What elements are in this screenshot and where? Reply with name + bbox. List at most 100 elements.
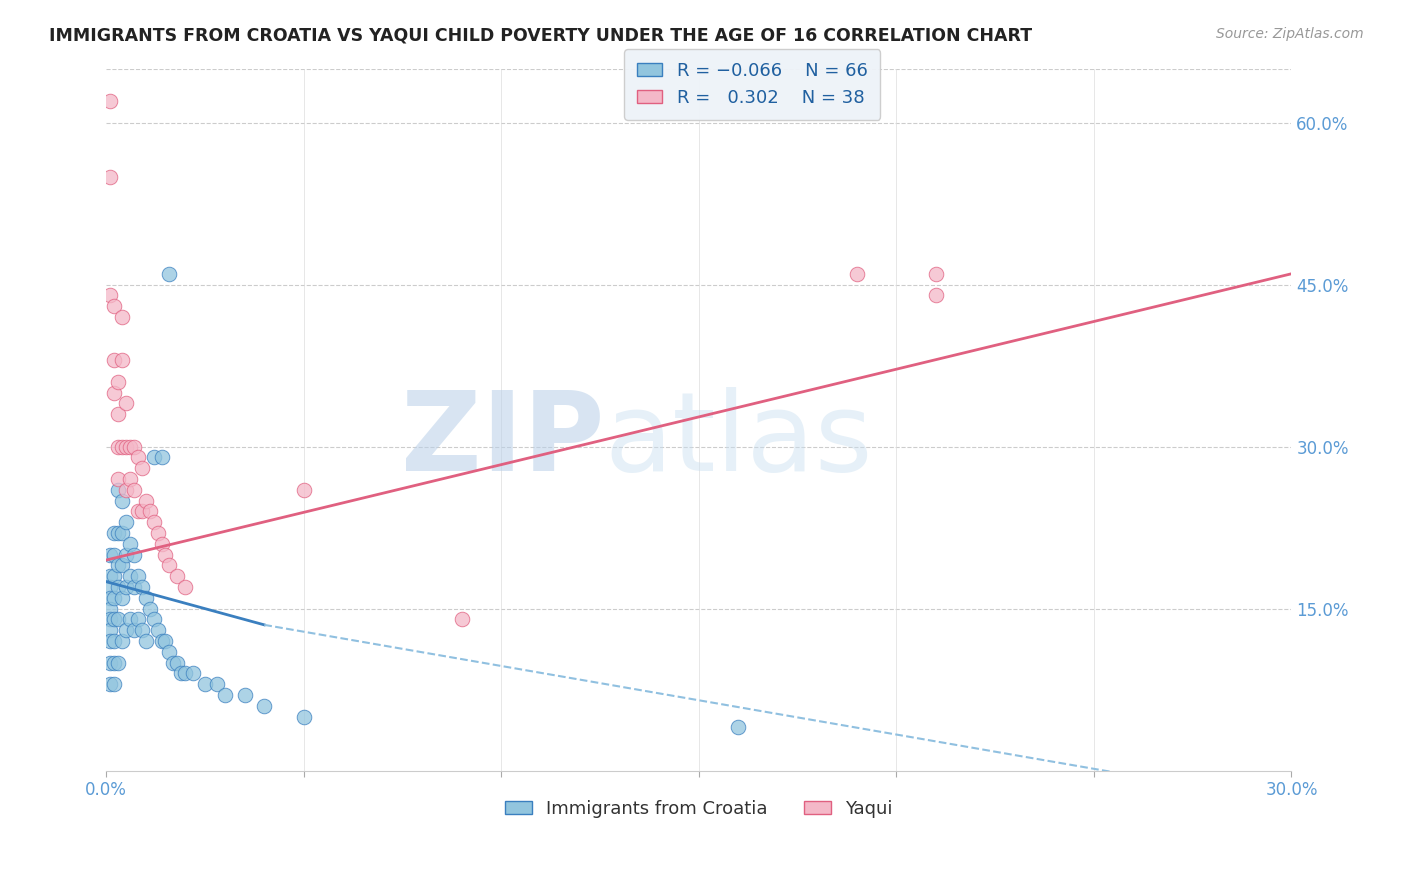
Point	[103, 353, 125, 368]
Point	[159, 267, 181, 281]
Point	[103, 548, 125, 562]
Point	[103, 677, 125, 691]
Point	[450, 612, 472, 626]
Point	[122, 548, 145, 562]
Point	[115, 483, 138, 497]
Point	[103, 656, 125, 670]
Point	[115, 440, 138, 454]
Point	[131, 504, 153, 518]
Point	[107, 375, 129, 389]
Point	[98, 601, 121, 615]
Point	[292, 709, 315, 723]
Point	[103, 591, 125, 605]
Point	[925, 288, 948, 302]
Text: IMMIGRANTS FROM CROATIA VS YAQUI CHILD POVERTY UNDER THE AGE OF 16 CORRELATION C: IMMIGRANTS FROM CROATIA VS YAQUI CHILD P…	[49, 27, 1032, 45]
Point	[107, 440, 129, 454]
Point	[135, 634, 157, 648]
Point	[122, 483, 145, 497]
Point	[138, 601, 160, 615]
Text: ZIP: ZIP	[401, 387, 605, 494]
Point	[155, 634, 177, 648]
Point	[159, 558, 181, 573]
Point	[150, 450, 173, 465]
Text: atlas: atlas	[605, 387, 873, 494]
Point	[292, 483, 315, 497]
Point	[146, 526, 169, 541]
Point	[98, 288, 121, 302]
Point	[115, 624, 138, 638]
Point	[107, 526, 129, 541]
Point	[135, 493, 157, 508]
Point	[146, 624, 169, 638]
Point	[127, 569, 149, 583]
Point	[107, 407, 129, 421]
Point	[118, 569, 141, 583]
Point	[103, 634, 125, 648]
Point	[103, 299, 125, 313]
Point	[98, 580, 121, 594]
Point	[127, 504, 149, 518]
Point	[98, 677, 121, 691]
Point	[253, 698, 276, 713]
Legend: Immigrants from Croatia, Yaqui: Immigrants from Croatia, Yaqui	[498, 792, 900, 825]
Point	[155, 548, 177, 562]
Point	[115, 396, 138, 410]
Text: Source: ZipAtlas.com: Source: ZipAtlas.com	[1216, 27, 1364, 41]
Point	[103, 385, 125, 400]
Point	[107, 612, 129, 626]
Point	[131, 624, 153, 638]
Point	[118, 472, 141, 486]
Point	[111, 440, 134, 454]
Point	[115, 580, 138, 594]
Point	[98, 591, 121, 605]
Point	[98, 94, 121, 108]
Point	[107, 656, 129, 670]
Point	[181, 666, 204, 681]
Point	[174, 580, 197, 594]
Point	[111, 353, 134, 368]
Point	[127, 612, 149, 626]
Point	[98, 634, 121, 648]
Point	[98, 656, 121, 670]
Point	[135, 591, 157, 605]
Point	[727, 721, 749, 735]
Point	[98, 548, 121, 562]
Point	[166, 656, 188, 670]
Point	[162, 656, 184, 670]
Point	[111, 558, 134, 573]
Point	[107, 558, 129, 573]
Point	[111, 526, 134, 541]
Point	[174, 666, 197, 681]
Point	[122, 580, 145, 594]
Point	[107, 472, 129, 486]
Point	[194, 677, 217, 691]
Point	[170, 666, 193, 681]
Point	[98, 169, 121, 184]
Point	[150, 537, 173, 551]
Point	[214, 688, 236, 702]
Point	[107, 580, 129, 594]
Point	[142, 515, 165, 529]
Point	[122, 440, 145, 454]
Point	[142, 450, 165, 465]
Point	[103, 569, 125, 583]
Point	[925, 267, 948, 281]
Point	[115, 548, 138, 562]
Point	[118, 440, 141, 454]
Point	[103, 526, 125, 541]
Point	[138, 504, 160, 518]
Point	[111, 493, 134, 508]
Point	[131, 461, 153, 475]
Point	[111, 591, 134, 605]
Point	[159, 645, 181, 659]
Point	[122, 624, 145, 638]
Point	[98, 624, 121, 638]
Point	[127, 450, 149, 465]
Point	[118, 537, 141, 551]
Point	[150, 634, 173, 648]
Point	[205, 677, 228, 691]
Point	[111, 310, 134, 324]
Point	[142, 612, 165, 626]
Point	[845, 267, 868, 281]
Point	[98, 612, 121, 626]
